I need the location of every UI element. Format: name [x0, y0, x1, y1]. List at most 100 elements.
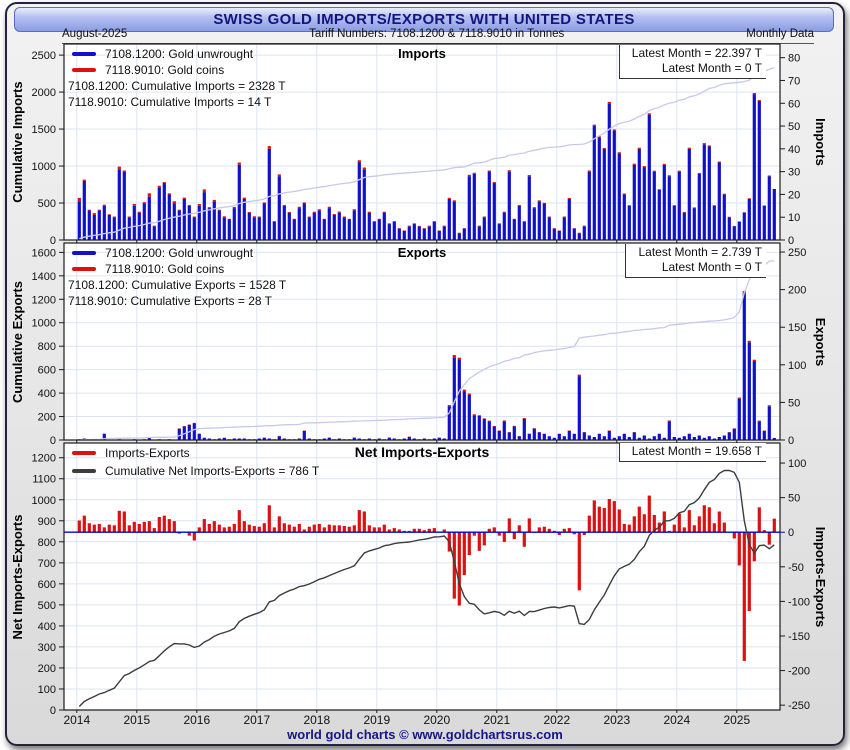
net-right-axis-label: Imports-Exports — [813, 526, 828, 628]
svg-text:2019: 2019 — [363, 713, 390, 727]
imports-bars — [77, 93, 776, 241]
svg-text:700: 700 — [38, 558, 56, 570]
report-date: August-2025 — [62, 28, 128, 40]
svg-text:0: 0 — [788, 527, 794, 539]
svg-text:70: 70 — [788, 75, 800, 87]
net-cumulative-line — [78, 469, 775, 707]
svg-text:2000: 2000 — [32, 87, 56, 99]
svg-text:200: 200 — [788, 285, 806, 297]
imports-coins-cumulative-annotation: 7118.9010: Cumulative Imports = 14 T — [68, 95, 272, 109]
svg-text:50: 50 — [788, 493, 800, 505]
imports-cumulative-line — [79, 67, 775, 240]
svg-text:250: 250 — [788, 247, 806, 259]
svg-text:1400: 1400 — [32, 271, 56, 283]
svg-text:1000: 1000 — [32, 318, 56, 330]
svg-text:-250: -250 — [788, 700, 810, 712]
legend-label: Imports-Exports — [105, 446, 190, 460]
legend-label: Cumulative Net Imports-Exports = 786 T — [105, 464, 320, 478]
footer-credit: world gold charts © www.goldchartsrus.co… — [287, 727, 563, 742]
svg-text:30: 30 — [788, 167, 800, 179]
exports-legend-unwrought: 7108.1200: Gold unwrought — [72, 246, 253, 260]
imports-coins-latest-value: Latest Month = 0 T — [661, 61, 762, 75]
net-left-axis-ticks: 0 100 200 300 400 500 600 700 800 900 1000 1100 1200 — [32, 453, 64, 717]
net-legend-monthly: Imports-Exports — [72, 446, 190, 460]
net-latest-box: Latest Month = 19.658 T — [618, 443, 766, 462]
svg-text:2023: 2023 — [603, 713, 630, 727]
legend-label: 7118.9010: Gold coins — [105, 262, 225, 276]
exports-left-axis-label: Cumulative Exports — [10, 280, 25, 404]
svg-text:100: 100 — [788, 360, 806, 372]
chart-title: SWISS GOLD IMPORTS/EXPORTS WITH UNITED S… — [213, 11, 635, 28]
imports-cumulative-annotation: 7108.1200: Cumulative Imports = 2328 T — [68, 79, 286, 93]
svg-text:1000: 1000 — [32, 161, 56, 173]
svg-text:1200: 1200 — [32, 453, 56, 465]
exports-bars — [77, 291, 776, 441]
data-frequency: Monthly Data — [746, 28, 814, 40]
net-gridlines — [64, 443, 780, 710]
svg-text:-100: -100 — [788, 596, 810, 608]
svg-text:2022: 2022 — [543, 713, 570, 727]
svg-text:60: 60 — [788, 98, 800, 110]
svg-text:80: 80 — [788, 53, 800, 65]
net-legend-cumulative: Cumulative Net Imports-Exports = 786 T — [72, 464, 319, 478]
tariff-numbers: Tariff Numbers: 7108.1200 & 7118.9010 in… — [309, 28, 565, 40]
svg-text:800: 800 — [38, 537, 56, 549]
svg-text:1600: 1600 — [32, 247, 56, 259]
svg-text:1500: 1500 — [32, 124, 56, 136]
svg-text:2500: 2500 — [32, 50, 56, 62]
svg-text:500: 500 — [38, 198, 56, 210]
blue-swatch-icon — [72, 251, 96, 255]
legend-label: 7118.9010: Gold coins — [105, 63, 225, 77]
legend-label: 7108.1200: Gold unwrought — [105, 246, 254, 260]
red-swatch-icon — [72, 451, 96, 455]
chart-card: SWISS GOLD IMPORTS/EXPORTS WITH UNITED S… — [5, 2, 845, 746]
svg-text:50: 50 — [788, 397, 800, 409]
svg-text:0: 0 — [50, 235, 56, 247]
svg-text:300: 300 — [38, 642, 56, 654]
svg-text:1100: 1100 — [32, 474, 56, 486]
svg-text:200: 200 — [38, 663, 56, 675]
imports-latest-value: Latest Month = 22.397 T — [631, 46, 762, 60]
net-bars — [77, 495, 776, 661]
svg-text:2014: 2014 — [63, 713, 90, 727]
exports-cumulative-annotation: 7108.1200: Cumulative Exports = 1528 T — [68, 278, 287, 292]
dark-swatch-icon — [72, 469, 96, 473]
exports-left-axis-ticks: 0 200 400 600 800 1000 1200 1400 1600 — [32, 247, 64, 447]
svg-text:2018: 2018 — [303, 713, 330, 727]
imports-left-axis-label: Cumulative Imports — [10, 81, 25, 203]
exports-right-axis-label: Exports — [813, 317, 828, 367]
svg-text:900: 900 — [38, 516, 56, 528]
svg-text:2021: 2021 — [483, 713, 510, 727]
imports-left-axis-ticks: 0 500 1000 1500 2000 2500 — [32, 50, 64, 247]
svg-text:400: 400 — [38, 388, 56, 400]
legend-label: 7108.1200: Gold unwrought — [105, 47, 254, 61]
svg-text:-50: -50 — [788, 562, 804, 574]
svg-text:100: 100 — [38, 684, 56, 696]
svg-text:50: 50 — [788, 121, 800, 133]
svg-text:1000: 1000 — [32, 495, 56, 507]
svg-text:600: 600 — [38, 365, 56, 377]
exports-coins-latest-value: Latest Month = 0 T — [661, 260, 762, 274]
imports-right-axis-ticks: 0 10 20 30 40 50 60 70 80 — [780, 53, 800, 247]
svg-text:800: 800 — [38, 341, 56, 353]
red-swatch-icon — [72, 267, 96, 271]
net-panel: 0100200300400500600700800900100011001200… — [32, 442, 810, 717]
svg-text:2016: 2016 — [183, 713, 210, 727]
svg-text:-200: -200 — [788, 666, 810, 678]
svg-text:40: 40 — [788, 144, 800, 156]
svg-text:600: 600 — [38, 579, 56, 591]
gold-imports-exports-chart: 0500100015002000250001020304050607080020… — [32, 43, 810, 727]
svg-text:100: 100 — [788, 458, 806, 470]
svg-text:2024: 2024 — [663, 713, 690, 727]
net-latest-value: Latest Month = 19.658 T — [631, 444, 762, 458]
x-axis-year-labels: 2014 2015 2016 2017 2018 2019 2020 2021 2022 2023… — [63, 713, 750, 727]
imports-right-axis-label: Imports — [813, 118, 828, 166]
exports-panel-title: Exports — [397, 245, 447, 260]
imports-panel-title: Imports — [398, 46, 446, 61]
svg-text:150: 150 — [788, 322, 806, 334]
svg-text:200: 200 — [38, 412, 56, 424]
exports-latest-box: Latest Month = 2.739 T Latest Month = 0 … — [625, 244, 766, 278]
blue-swatch-icon — [72, 52, 96, 56]
svg-text:0: 0 — [788, 235, 794, 247]
